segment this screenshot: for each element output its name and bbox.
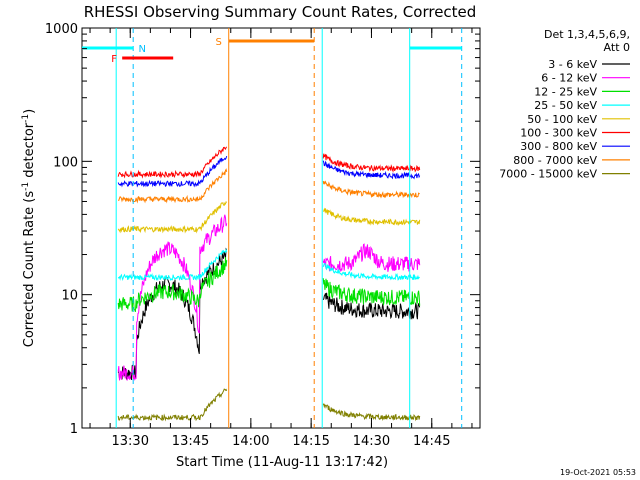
- x-tick-label: 13:45: [172, 434, 209, 449]
- y-tick-label: 1: [70, 422, 78, 437]
- y-tick-label: 100: [53, 155, 78, 170]
- series-line-8-seg1: [117, 388, 228, 422]
- series-line-6-seg1: [117, 155, 228, 188]
- y-tick-label: 1000: [45, 22, 78, 37]
- legend-entry: 25 - 50 keV: [534, 99, 630, 112]
- legend-entry: 50 - 100 keV: [527, 113, 630, 126]
- series-line-5-seg1: [117, 146, 228, 179]
- legend-label: 25 - 50 keV: [534, 99, 597, 112]
- annotation-label-f: F: [111, 54, 117, 65]
- legend-entry: 6 - 12 keV: [541, 72, 630, 85]
- series-line-2-seg1: [117, 257, 228, 312]
- legend-label: 50 - 100 keV: [527, 113, 597, 126]
- annotation-label-n: N: [138, 44, 145, 55]
- series-line-5-seg2: [322, 153, 421, 173]
- chart-title: RHESSI Observing Summary Count Rates, Co…: [84, 3, 477, 21]
- legend-label: 3 - 6 keV: [548, 58, 597, 71]
- series-line-8-seg2: [322, 402, 421, 422]
- legend-header-attenuator: Att 0: [604, 41, 630, 54]
- legend-label: 300 - 800 keV: [520, 140, 597, 153]
- series-line-2-seg2: [322, 278, 421, 306]
- annotation-label-s: S: [216, 37, 222, 48]
- legend-entry: 7000 - 15000 keV: [499, 168, 630, 181]
- series-line-0-seg1: [117, 247, 228, 381]
- legend-label: 12 - 25 keV: [534, 85, 597, 98]
- plot-frame: [81, 27, 481, 429]
- series-line-3-seg2: [322, 263, 420, 281]
- series-line-3-seg1: [117, 248, 228, 282]
- y-axis-label: Corrected Count Rate (s-1 detector-1): [21, 109, 37, 347]
- legend-entry: 12 - 25 keV: [534, 85, 630, 98]
- observing-markers: N F S: [82, 28, 463, 428]
- x-axis-label: Start Time (11-Aug-11 13:17:42): [176, 455, 388, 470]
- series-line-1-seg1: [117, 214, 228, 381]
- y-tick-label: 10: [61, 289, 78, 304]
- legend-entry: 800 - 7000 keV: [513, 154, 630, 167]
- x-tick-label: 14:00: [232, 434, 269, 449]
- legend-label: 7000 - 15000 keV: [499, 168, 597, 181]
- legend-label: 100 - 300 keV: [520, 127, 597, 140]
- series-line-6-seg2: [322, 160, 421, 180]
- timestamp: 19-Oct-2021 05:53: [560, 468, 636, 477]
- x-tick-label: 14:30: [353, 434, 390, 449]
- legend-label: 6 - 12 keV: [541, 72, 597, 85]
- x-tick-label: 13:30: [112, 434, 149, 449]
- series-line-7-seg2: [322, 180, 420, 199]
- series-lines: [117, 146, 421, 422]
- legend-label: 800 - 7000 keV: [513, 154, 597, 167]
- series-line-7-seg1: [118, 168, 228, 204]
- legend-entry: 3 - 6 keV: [548, 58, 630, 71]
- legend-header-detectors: Det 1,3,4,5,6,9,: [544, 28, 630, 41]
- legend-entry: 300 - 800 keV: [520, 140, 630, 153]
- x-tick-label: 14:15: [292, 434, 329, 449]
- series-line-1-seg2: [322, 243, 421, 273]
- series-line-4-seg1: [117, 200, 228, 234]
- series-line-0-seg2: [322, 292, 421, 320]
- legend-entry: 100 - 300 keV: [520, 127, 630, 140]
- x-tick-label: 14:45: [413, 434, 450, 449]
- axis-ticks: 1 10 100 1000 13:30 13:45 14:00 14:15 14:30 14:45: [45, 22, 480, 449]
- series-line-4-seg2: [322, 207, 421, 226]
